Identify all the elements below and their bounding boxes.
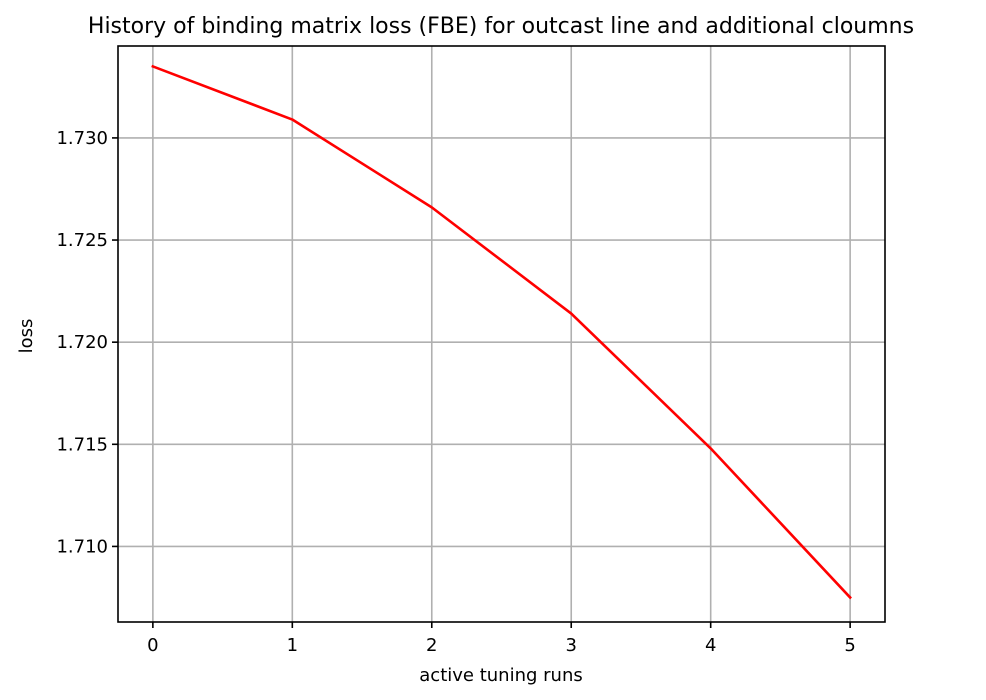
y-tick-label: 1.725 (56, 230, 108, 251)
y-tick-label: 1.715 (56, 434, 108, 455)
x-tick-label: 2 (426, 635, 437, 656)
x-tick-label: 4 (705, 635, 716, 656)
y-tick-label: 1.720 (56, 332, 108, 353)
plot-frame (117, 45, 886, 623)
y-axis-label: loss (16, 319, 37, 354)
grid (118, 46, 885, 622)
x-tick-label: 0 (147, 635, 158, 656)
y-tick-label: 1.710 (56, 536, 108, 557)
x-tick-label: 1 (287, 635, 298, 656)
x-axis-label: active tuning runs (419, 665, 582, 686)
chart-title: History of binding matrix loss (FBE) for… (88, 14, 914, 39)
axis-ticks: 0 1 2 3 4 5 1.710 1.715 1.720 1.725 1.730 (56, 128, 855, 656)
y-tick-label: 1.730 (56, 128, 108, 149)
x-tick-label: 3 (566, 635, 577, 656)
x-tick-label: 5 (844, 635, 855, 656)
series-layer (151, 64, 852, 600)
series-line (151, 64, 852, 600)
